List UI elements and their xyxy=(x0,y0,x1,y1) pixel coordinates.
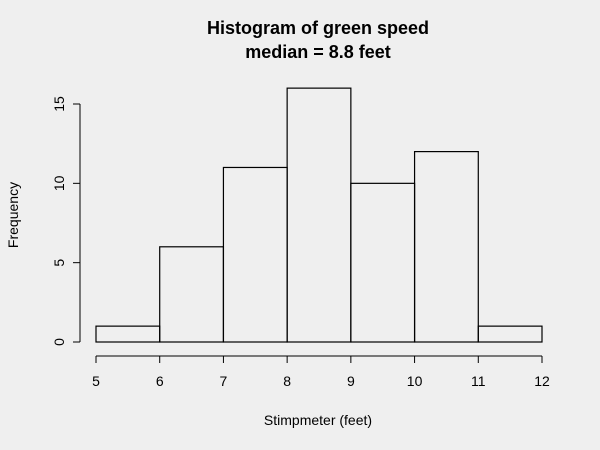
x-tick-label-7: 7 xyxy=(220,373,228,389)
histogram-bar-7-8 xyxy=(222,166,288,343)
x-tick-label-10: 10 xyxy=(407,373,423,389)
histogram-bar-5-6 xyxy=(95,325,161,343)
x-tick-label-12: 12 xyxy=(534,373,550,389)
chart-title: Histogram of green speed xyxy=(207,18,429,38)
chart-subtitle: median = 8.8 feet xyxy=(245,42,391,62)
histogram-bar-6-7 xyxy=(159,246,225,343)
histogram-bar-8-9 xyxy=(286,87,352,343)
x-tick-label-11: 11 xyxy=(471,373,486,389)
bars-group xyxy=(95,87,543,343)
x-tick-label-8: 8 xyxy=(283,373,291,389)
x-tick-label-5: 5 xyxy=(92,373,100,389)
histogram-bar-9-10 xyxy=(350,182,416,343)
y-axis: 0 5 10 15 xyxy=(51,96,81,346)
y-tick-label-0: 0 xyxy=(51,338,67,346)
y-tick-label-15: 15 xyxy=(51,96,67,112)
y-tick-label-5: 5 xyxy=(51,259,67,267)
histogram-bar-11-12 xyxy=(477,325,543,343)
y-axis-label: Frequency xyxy=(5,182,21,248)
histogram-bar-10-11 xyxy=(413,151,479,343)
x-axis: 5 6 7 8 9 10 11 12 xyxy=(92,355,550,389)
x-tick-label-9: 9 xyxy=(347,373,355,389)
x-tick-label-6: 6 xyxy=(156,373,164,389)
y-tick-label-10: 10 xyxy=(51,175,67,191)
x-axis-label: Stimpmeter (feet) xyxy=(264,412,372,428)
